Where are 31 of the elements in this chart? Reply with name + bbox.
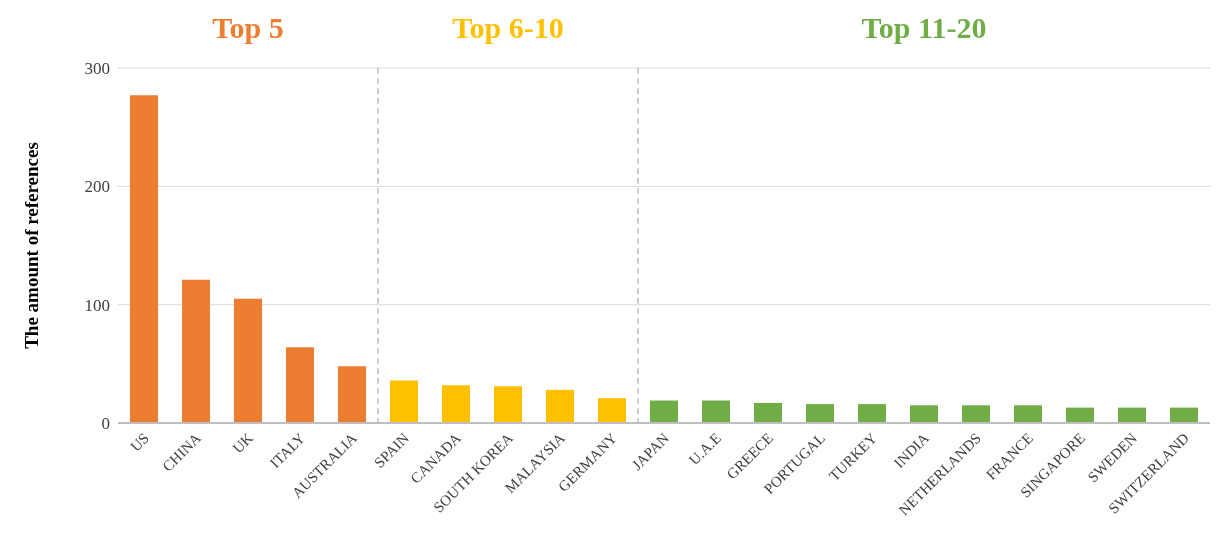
bar (494, 386, 522, 423)
text: Top 5 (212, 11, 284, 44)
x-tick-label: US (127, 429, 153, 455)
bar (182, 279, 210, 423)
bar (702, 400, 730, 423)
bar (338, 366, 366, 423)
bar (390, 380, 418, 423)
y-tick-label: 0 (101, 414, 110, 434)
y-tick-label: 100 (84, 295, 110, 315)
bar (234, 298, 262, 423)
bar (806, 404, 834, 423)
text: Top 11-20 (861, 11, 987, 44)
bar (1170, 407, 1198, 423)
bar (442, 385, 470, 423)
bar (910, 405, 938, 423)
bar (1066, 407, 1094, 423)
x-tick-label: UK (229, 429, 257, 457)
bar (1014, 405, 1042, 423)
text: Top 6-10 (452, 11, 564, 44)
y-tick-label: 200 (84, 177, 110, 197)
bar (286, 347, 314, 423)
bar (546, 389, 574, 423)
bar (130, 95, 158, 423)
bar (598, 398, 626, 423)
bar (754, 402, 782, 423)
bar (1118, 407, 1146, 423)
bar (650, 400, 678, 423)
y-axis-title: The amount of references (20, 142, 42, 349)
bar (962, 405, 990, 423)
bar (858, 404, 886, 423)
y-tick-label: 300 (84, 59, 110, 79)
